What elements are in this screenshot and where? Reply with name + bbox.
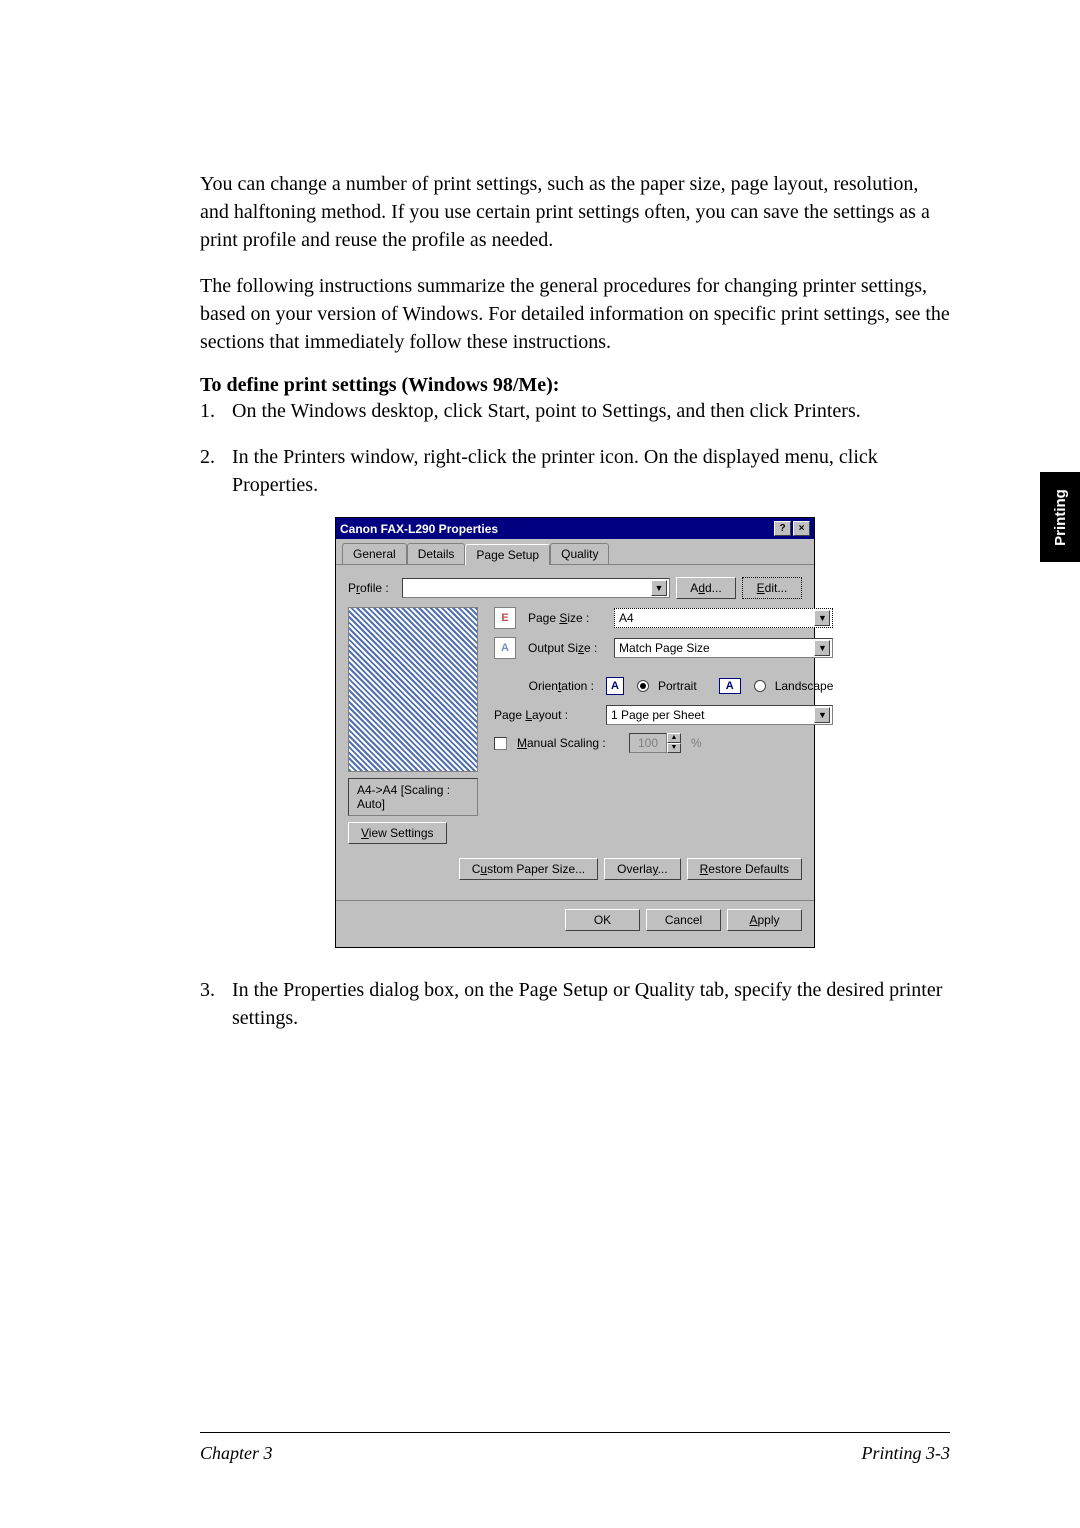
manual-scaling-label: Manual Scaling : — [517, 736, 611, 750]
step-1-text: On the Windows desktop, click Start, poi… — [232, 397, 950, 425]
page-layout-combo[interactable]: 1 Page per Sheet ▼ — [606, 705, 833, 725]
page-size-combo[interactable]: A4 ▼ — [614, 608, 833, 628]
orientation-label: Orientation : — [494, 679, 600, 693]
page-size-label: Page Size : — [528, 611, 608, 625]
landscape-label: Landscape — [775, 679, 834, 693]
footer-right: Printing 3-3 — [862, 1443, 951, 1464]
cancel-button[interactable]: Cancel — [646, 909, 721, 931]
custom-paper-button[interactable]: Custom Paper Size... — [459, 858, 598, 880]
spin-up-icon[interactable]: ▲ — [667, 733, 681, 743]
step-1-num: 1. — [200, 397, 232, 425]
page-footer: Chapter 3 Printing 3-3 — [200, 1432, 950, 1464]
portrait-label: Portrait — [658, 679, 697, 693]
portrait-radio[interactable] — [637, 680, 649, 692]
landscape-radio[interactable] — [754, 680, 766, 692]
close-button[interactable]: × — [793, 521, 810, 536]
step-3-num: 3. — [200, 976, 232, 1032]
panel: Profile : ▼ Add... Edit... A4->A4 [Scali… — [336, 565, 814, 900]
step-2: 2. In the Printers window, right-click t… — [200, 443, 950, 499]
properties-dialog: Canon FAX-L290 Properties ? × General De… — [335, 517, 815, 948]
step-2-text: In the Printers window, right-click the … — [232, 443, 950, 499]
step-1: 1. On the Windows desktop, click Start, … — [200, 397, 950, 425]
chevron-down-icon: ▼ — [651, 580, 667, 596]
portrait-icon: A — [606, 677, 624, 695]
output-size-icon: A — [494, 637, 516, 659]
page-size-icon: E — [494, 607, 516, 629]
manual-scaling-checkbox[interactable] — [494, 737, 507, 750]
page-preview — [348, 607, 478, 772]
profile-combo[interactable]: ▼ — [402, 578, 670, 598]
edit-button[interactable]: Edit... — [742, 577, 802, 599]
output-size-label: Output Size : — [528, 641, 608, 655]
landscape-icon: A — [719, 678, 741, 694]
tab-quality[interactable]: Quality — [550, 543, 609, 564]
scaling-value: 100 — [629, 733, 667, 753]
titlebar: Canon FAX-L290 Properties ? × — [336, 518, 814, 539]
view-settings-button[interactable]: View Settings — [348, 822, 447, 844]
percent-label: % — [691, 736, 702, 750]
profile-label: Profile : — [348, 581, 396, 595]
spin-down-icon[interactable]: ▼ — [667, 743, 681, 753]
chevron-down-icon: ▼ — [814, 707, 830, 723]
dialog-title: Canon FAX-L290 Properties — [340, 522, 772, 536]
tab-general[interactable]: General — [342, 543, 407, 564]
overlay-button[interactable]: Overlay... — [604, 858, 680, 880]
footer-left: Chapter 3 — [200, 1443, 273, 1464]
step-2-num: 2. — [200, 443, 232, 499]
ok-button[interactable]: OK — [565, 909, 640, 931]
status-text: A4->A4 [Scaling : Auto] — [348, 778, 478, 816]
heading: To define print settings (Windows 98/Me)… — [200, 374, 950, 397]
apply-button[interactable]: Apply — [727, 909, 802, 931]
step-3-text: In the Properties dialog box, on the Pag… — [232, 976, 950, 1032]
page-size-value: A4 — [619, 611, 634, 625]
chevron-down-icon: ▼ — [814, 610, 830, 626]
help-button[interactable]: ? — [774, 521, 791, 536]
restore-defaults-button[interactable]: Restore Defaults — [687, 858, 802, 880]
tab-row: General Details Page Setup Quality — [336, 539, 814, 565]
output-size-combo[interactable]: Match Page Size ▼ — [614, 638, 833, 658]
tab-details[interactable]: Details — [407, 543, 466, 564]
paragraph-1: You can change a number of print setting… — [200, 170, 950, 254]
step-3: 3. In the Properties dialog box, on the … — [200, 976, 950, 1032]
add-button[interactable]: Add... — [676, 577, 736, 599]
output-size-value: Match Page Size — [619, 641, 710, 655]
scaling-spinner[interactable]: 100 ▲ ▼ — [629, 733, 681, 753]
page-layout-label: Page Layout : — [494, 708, 600, 722]
chevron-down-icon: ▼ — [814, 640, 830, 656]
tab-pagesetup[interactable]: Page Setup — [465, 544, 550, 565]
paragraph-2: The following instructions summarize the… — [200, 272, 950, 356]
page-layout-value: 1 Page per Sheet — [611, 708, 704, 722]
